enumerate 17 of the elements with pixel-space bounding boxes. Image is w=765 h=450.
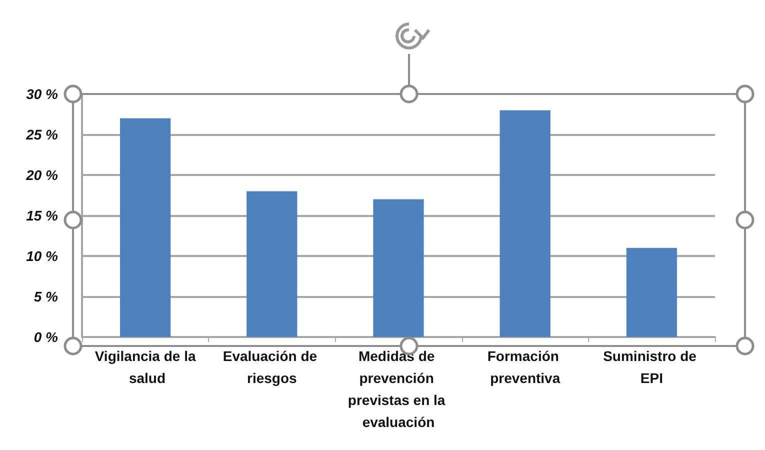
x-tick-label: Medidas de prevención previstas en la evaluación: [348, 348, 450, 430]
bar: [500, 110, 550, 337]
x-tick-label: Vigilancia de la salud: [94, 348, 196, 386]
y-tick-label: 15 %: [26, 208, 59, 224]
y-tick-label: 20 %: [25, 167, 59, 183]
bar: [120, 118, 171, 337]
x-tick-label: Evaluación de riesgos: [222, 348, 321, 386]
bar: [626, 248, 678, 337]
y-tick-label: 0 %: [34, 329, 59, 345]
y-tick-label: 10 %: [26, 248, 59, 264]
y-tick-label: 25 %: [25, 126, 59, 142]
bar: [246, 191, 298, 337]
x-tick-label: Suministro de EPI: [603, 348, 700, 386]
y-tick-label: 5 %: [34, 288, 59, 304]
y-tick-label: 30 %: [26, 86, 59, 102]
x-tick-label: Formación preventiva: [487, 348, 563, 386]
bar: [373, 199, 424, 337]
